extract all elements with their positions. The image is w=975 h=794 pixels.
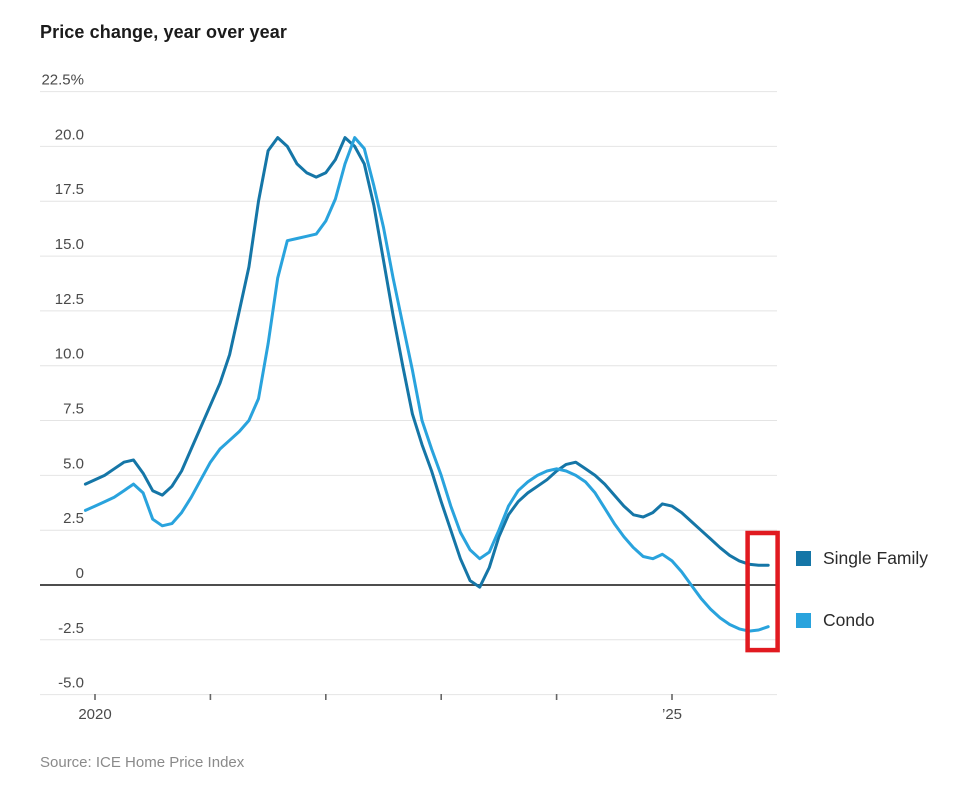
single-family-swatch-icon [796,551,811,566]
x-tick-label: 2020 [78,706,111,723]
highlight-box [745,530,780,653]
series-condo [83,136,770,633]
chart-title: Price change, year over year [40,22,287,42]
legend-label-single-family: Single Family [823,548,929,568]
legend-item-single-family: Single Family [796,548,928,569]
y-tick-label: 7.5 [63,401,84,418]
y-tick-label: 10.0 [55,346,84,363]
condo-swatch-icon [796,613,811,628]
y-tick-label: 17.5 [55,181,84,198]
y-tick-label: 2.5 [63,510,84,527]
y-tick-label: 5.0 [63,455,84,472]
y-tick-label: 20.0 [55,126,84,143]
y-tick-label: -2.5 [58,620,84,637]
y-tick-label: 15.0 [55,236,84,253]
legend-label-condo: Condo [823,610,875,630]
y-tick-label: 0 [76,565,84,582]
x-tick-label: ’25 [662,706,682,723]
y-tick-label: 12.5 [55,291,84,308]
series-single-family [83,136,770,589]
source-note: Source: ICE Home Price Index [40,754,245,771]
y-tick-label: 22.5% [41,72,84,89]
legend-item-condo: Condo [796,610,875,631]
y-tick-label: -5.0 [58,675,84,692]
